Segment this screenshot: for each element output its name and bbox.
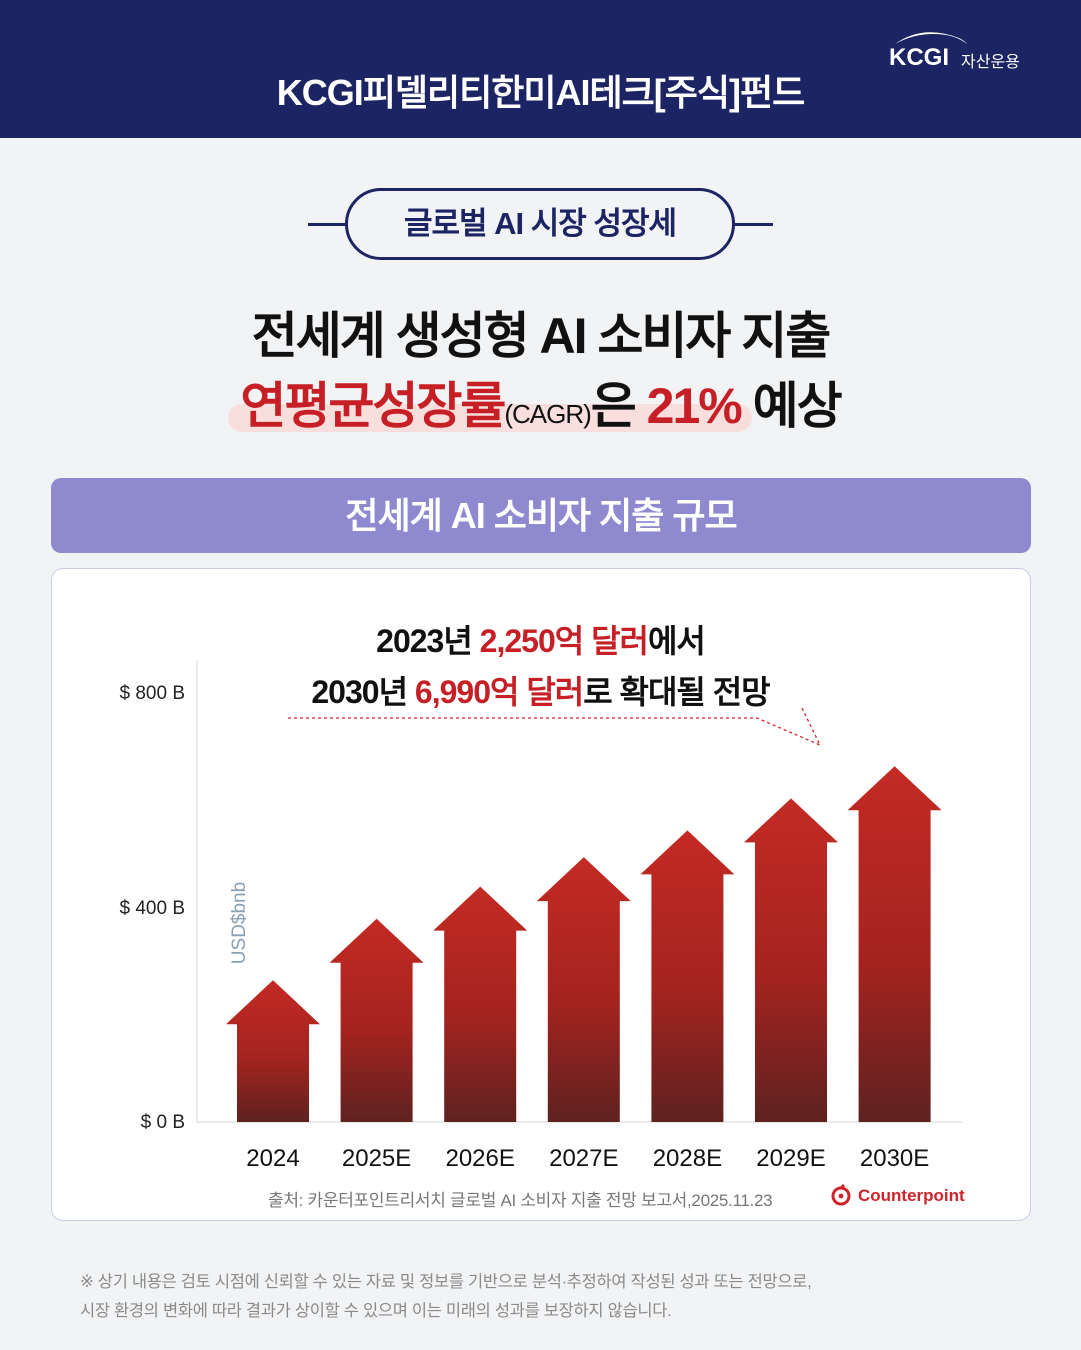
topic-pill: 글로벌 AI 시장 성장세 [345, 188, 735, 260]
headline-cagr-abbr: (CAGR) [504, 399, 591, 429]
headline-highlight [228, 404, 752, 432]
callout-pointer-tip [801, 707, 821, 746]
callout-line1: 2023년 2,250억 달러에서 [0, 616, 1081, 662]
logo-swoosh-icon [895, 32, 967, 44]
pill-line-left [308, 223, 348, 226]
fund-title: KCGI피델리티한미AI테크[주식]펀드 [276, 72, 805, 113]
pill-line-right [733, 223, 773, 226]
x-tick-label: 2025E [341, 1145, 412, 1172]
y-tick-label: $ 0 B [140, 1112, 185, 1133]
logo-brand: KCGI [889, 44, 949, 71]
source-text: 출처: 카운터포인트리서치 글로벌 AI 소비자 지출 전망 보고서,2025.… [268, 1191, 773, 1210]
bar-2025E [329, 918, 424, 1122]
callout-pointer [288, 717, 821, 746]
bar-2024 [226, 980, 320, 1122]
y-tick-label: $ 800 B [119, 683, 186, 704]
headline-mid: 은 [590, 378, 647, 434]
headline-line1: 전세계 생성형 AI 소비자 지출 [251, 308, 832, 364]
headline-cagr-label: 연평균성장률 [240, 378, 506, 434]
disclaimer-line1: ※ 상기 내용은 검토 시점에 신뢰할 수 있는 자료 및 정보를 기반으로 분… [80, 1273, 812, 1291]
bar-2026E [433, 886, 528, 1122]
bar-2029E [744, 798, 838, 1122]
callout-l2-a: 2030년 [311, 674, 415, 710]
callout-line2: 2030년 6,990억 달러로 확대될 전망 [0, 667, 1081, 713]
callout-l1-a: 2023년 [376, 623, 480, 659]
bar-2027E [536, 857, 631, 1122]
disclaimer: ※ 상기 내용은 검토 시점에 신뢰할 수 있는 자료 및 정보를 기반으로 분… [80, 1268, 1000, 1326]
bar-2028E [640, 830, 735, 1122]
x-tick-label: 2030E [859, 1145, 930, 1172]
x-tick-label: 2029E [756, 1145, 826, 1172]
headline-percent: 21% [646, 378, 743, 434]
header-bar: KCGI피델리티한미AI테크[주식]펀드 KCGI 자산운용 [0, 0, 1081, 138]
counterpoint-icon [831, 1184, 851, 1206]
callout-l1-value: 2,250억 달러 [479, 623, 649, 659]
callout-l2-b: 로 확대될 전망 [583, 674, 770, 710]
section-title: 전세계 AI 소비자 지출 규모 [51, 478, 1031, 553]
x-tick-label: 2026E [445, 1145, 515, 1172]
x-tick-label: 2024 [246, 1145, 300, 1172]
headline-end: 예상 [740, 378, 843, 434]
callout-l2-value: 6,990억 달러 [414, 674, 584, 710]
logo-sub: 자산운용 [961, 54, 1020, 71]
disclaimer-line2: 시장 환경의 변화에 따라 결과가 상이할 수 있으며 이는 미래의 성과를 보… [80, 1302, 672, 1320]
bar-2030E [847, 766, 942, 1122]
x-tick-label: 2027E [549, 1145, 619, 1172]
callout-l1-b: 에서 [647, 623, 706, 659]
y-tick-label: $ 400 B [119, 898, 186, 919]
topic-pill-group: 글로벌 AI 시장 성장세 [0, 188, 1081, 260]
kcgi-logo: KCGI 자산운용 [889, 28, 1029, 76]
x-tick-label: 2028E [652, 1145, 723, 1172]
counterpoint-name: Counterpoint [858, 1186, 965, 1205]
headline-line2: 연평균성장률(CAGR)은 21% 예상 [0, 366, 1081, 438]
